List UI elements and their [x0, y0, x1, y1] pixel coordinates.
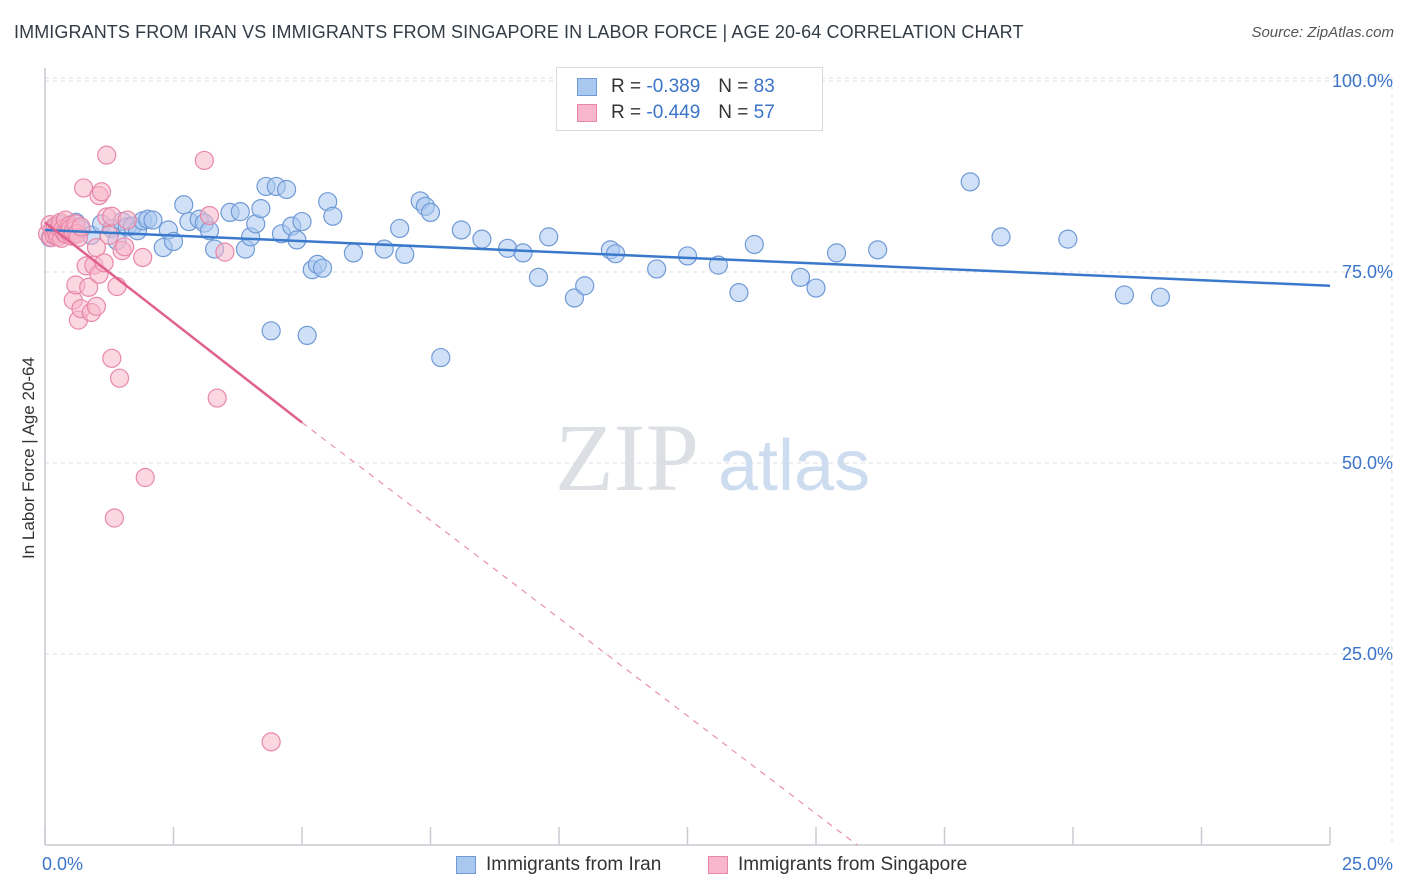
legend-singapore-r-value: -0.449 [646, 102, 701, 123]
iran-point [744, 234, 764, 255]
iran-point [251, 198, 271, 219]
watermark-atlas: atlas [718, 426, 870, 506]
bottom-legend-singapore-label: Immigrants from Singapore [738, 854, 968, 875]
chart-title: IMMIGRANTS FROM IRAN VS IMMIGRANTS FROM … [14, 22, 1024, 42]
bottom-legend-singapore: Immigrants from Singapore [708, 852, 967, 878]
y-tick-label-75: 75.0% [1342, 262, 1393, 282]
legend-iran-n-label: N = [718, 76, 749, 97]
iran-point [729, 283, 749, 303]
singapore-point [117, 210, 137, 230]
iran-point [960, 172, 980, 192]
iran-point [1150, 287, 1170, 307]
legend-swatch-singapore [577, 104, 597, 122]
bottom-legend-swatch-singapore [708, 856, 728, 874]
iran-point [323, 206, 343, 226]
legend-row-iran: R = -0.389 N = 83 [577, 74, 775, 100]
singapore-point [133, 247, 153, 268]
trend-line-singapore [44, 221, 303, 424]
singapore-point [73, 178, 94, 198]
x-tick-label-start: 0.0% [42, 854, 83, 874]
iran-point [297, 325, 317, 346]
iran-point [451, 220, 471, 240]
legend-iran-r-label: R = [611, 76, 642, 97]
iran-point [431, 347, 451, 368]
singapore-point [102, 348, 122, 368]
legend-row-singapore: R = -0.449 N = 57 [577, 100, 775, 126]
iran-point [528, 267, 549, 287]
bottom-legend-iran-label: Immigrants from Iran [486, 854, 662, 875]
legend-swatch-iran [577, 78, 597, 96]
iran-point [390, 218, 410, 239]
correlation-legend: R = -0.389 N = 83 R = -0.449 N = 57 [556, 67, 823, 131]
iran-point [472, 229, 492, 249]
iran-point [395, 244, 415, 265]
iran-point [513, 243, 533, 263]
iran-point [420, 202, 441, 223]
iran-point [230, 202, 250, 222]
legend-singapore-r-label: R = [611, 102, 642, 123]
iran-point [1058, 229, 1078, 249]
y-tick-label-100: 100.0% [1332, 71, 1393, 91]
singapore-point [135, 467, 155, 488]
iran-point [790, 267, 811, 287]
x-tick-label-end: 25.0% [1342, 854, 1393, 874]
axes [44, 68, 1331, 846]
y-tick-label-25: 25.0% [1342, 644, 1393, 664]
trend-lines [44, 221, 1331, 846]
iran-point [539, 227, 559, 247]
iran-point [312, 258, 333, 278]
singapore-point [215, 242, 235, 262]
singapore-point [86, 296, 107, 316]
legend-singapore-n-value: 57 [753, 102, 775, 123]
singapore-point [71, 217, 91, 237]
singapore-point [207, 388, 227, 408]
legend-iran-r-value: -0.389 [646, 76, 701, 97]
iran-point [826, 243, 847, 263]
singapore-point [261, 732, 281, 752]
bottom-legend-swatch-iran [456, 856, 476, 874]
trend-line-singapore-extrapolated [301, 422, 858, 846]
singapore-point [104, 508, 124, 528]
singapore-point [199, 205, 220, 226]
trend-line-iran [44, 228, 1331, 288]
iran-point [292, 211, 312, 232]
iran-point [647, 259, 667, 279]
iran-point [677, 246, 698, 266]
iran-point [174, 195, 194, 215]
iran-point [806, 278, 826, 298]
iran-point [575, 276, 595, 296]
singapore-point [194, 150, 214, 171]
iran-point [276, 179, 297, 200]
y-tick-label-50: 50.0% [1342, 453, 1393, 473]
series-singapore-points [37, 145, 281, 752]
singapore-point [107, 276, 127, 297]
singapore-point [109, 368, 130, 388]
iran-point [143, 210, 163, 230]
legend-singapore-n-label: N = [718, 102, 749, 123]
singapore-point [79, 277, 99, 297]
iran-point [868, 240, 888, 260]
singapore-point [115, 237, 135, 257]
source-credit: Source: ZipAtlas.com [1251, 24, 1394, 41]
iran-point [374, 239, 394, 259]
iran-point [261, 321, 281, 341]
singapore-point [86, 237, 107, 258]
iran-point [1114, 285, 1135, 305]
singapore-point [99, 225, 119, 245]
zipatlas-watermark: ZIP atlas [555, 404, 870, 511]
singapore-point [91, 182, 112, 202]
legend-iran-n-value: 83 [753, 76, 775, 97]
iran-point [991, 227, 1011, 247]
watermark-zip: ZIP [555, 404, 699, 511]
tick-labels: 25.0% 50.0% 75.0% 100.0% 0.0% 25.0% [42, 71, 1393, 874]
iran-point [564, 288, 585, 308]
series-iran-points [40, 172, 1170, 368]
iran-point [343, 243, 363, 263]
bottom-legend-iran: Immigrants from Iran [456, 852, 661, 878]
singapore-point [97, 145, 117, 165]
